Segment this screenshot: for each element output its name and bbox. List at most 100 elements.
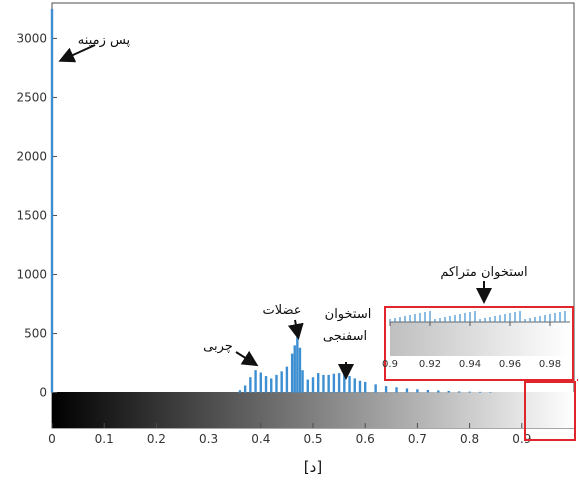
histogram-bar [416, 389, 419, 393]
inset-bar [504, 314, 506, 322]
histogram-bar [358, 380, 362, 393]
inset-bar [519, 311, 521, 322]
label-bone: استخوان [325, 307, 372, 322]
inset-ticks: 0.9 0.92 0.94 0.96 0.98 [382, 322, 561, 370]
histogram-bar [285, 366, 289, 393]
inset-bar [469, 312, 471, 322]
inset-bar [524, 319, 526, 322]
inset-bar [389, 319, 391, 322]
histogram-bar [243, 385, 247, 393]
inset-bar [534, 317, 536, 322]
inset-bar [514, 312, 516, 322]
inset-bar [539, 316, 541, 322]
grayscale-colorbar [52, 392, 574, 428]
y-tick-label: 2500 [16, 90, 47, 104]
histogram-bar [437, 390, 440, 393]
y-tick-label: 2000 [16, 149, 47, 163]
inset-tick-label: 0.98 [539, 359, 561, 370]
inset-bar [409, 315, 411, 322]
inset-bar [404, 316, 406, 322]
inset-bar [414, 314, 416, 322]
histogram-bar [249, 377, 252, 393]
inset-bar [399, 317, 401, 322]
inset-bar [529, 318, 531, 322]
x-tick-label: 0.9 [512, 432, 531, 446]
x-tick-label: 0.8 [460, 432, 479, 446]
inset-bar [499, 315, 501, 322]
histogram-bar [301, 370, 304, 393]
histogram-bar [395, 387, 398, 393]
histogram-bar [348, 376, 351, 393]
inset-bar [444, 317, 446, 322]
inset-bar [564, 311, 566, 322]
inset-bar [454, 315, 456, 322]
figure-caption: [د] [304, 458, 322, 476]
inset-bar [429, 311, 431, 322]
inset-bar [439, 318, 441, 322]
inset-bar [394, 318, 396, 322]
histogram-bar [332, 373, 336, 393]
histogram-bar [238, 390, 242, 393]
inset-bar [559, 312, 561, 322]
label-background: پس زمینه [78, 33, 131, 48]
histogram-bar [293, 345, 296, 393]
inset-bar [479, 319, 481, 322]
y-tick-label: 3000 [16, 31, 47, 45]
inset-bar [489, 317, 491, 322]
arrow-fat [235, 350, 259, 367]
histogram-bar [317, 373, 320, 393]
histogram-bar [254, 370, 257, 393]
y-tick-label: 1000 [16, 268, 47, 282]
y-tick-label: 0 [39, 386, 47, 400]
histogram-bar [259, 372, 262, 393]
histogram-bar [298, 347, 302, 393]
histogram-bar [447, 390, 450, 393]
inset-bar [464, 313, 466, 322]
histogram-bar [468, 391, 471, 393]
histogram-bar [384, 386, 388, 393]
inset-tick-label: 0.94 [459, 359, 481, 370]
histogram-bar [50, 8, 54, 393]
inset-plot: 0.9 0.92 0.94 0.96 0.98 [382, 306, 574, 381]
inset-bar [494, 316, 496, 322]
histogram-bar [343, 374, 346, 393]
histogram-bar [275, 374, 278, 393]
inset-tick-label: 0.96 [499, 359, 521, 370]
inset-bar [544, 315, 546, 322]
histogram-bar [270, 378, 273, 393]
x-ticks: 0 0.1 0.2 0.3 0.4 0.5 0.6 0.7 0.8 0.9 [48, 423, 531, 446]
histogram-bar [364, 381, 367, 393]
label-compact-bone: استخوان متراکم [440, 265, 527, 280]
histogram-bar [353, 378, 356, 393]
histogram-bar [311, 377, 315, 393]
x-tick-label: 0.2 [147, 432, 166, 446]
inset-tick-label: 0.9 [382, 359, 398, 370]
histogram-bar [296, 337, 299, 393]
histogram-bar [489, 392, 492, 393]
inset-bars [389, 311, 566, 322]
histogram-bars [50, 8, 492, 393]
inset-bar [474, 311, 476, 322]
inset-bar [549, 314, 551, 322]
zoom-source-box [524, 381, 576, 441]
y-ticks: 0 500 1000 1500 2000 2500 3000 [16, 31, 57, 400]
histogram-bar [280, 371, 283, 393]
label-cancellous: اسفنجی [323, 329, 367, 344]
x-tick-label: 0.7 [408, 432, 427, 446]
x-tick-label: 0.3 [199, 432, 218, 446]
arrow-background [58, 44, 96, 63]
inset-bar [434, 319, 436, 322]
inset-bar [419, 313, 421, 322]
histogram-bar [264, 376, 268, 393]
histogram-bar [478, 391, 482, 393]
histogram-bar [405, 388, 409, 393]
histogram-bar [290, 353, 294, 393]
inset-bar [554, 313, 556, 322]
label-fat: چربی [203, 339, 233, 354]
y-tick-label: 1500 [16, 209, 47, 223]
x-tick-label: 0.5 [303, 432, 322, 446]
histogram-bar [306, 379, 309, 393]
inset-tick-label: 0.92 [419, 359, 441, 370]
histogram-bar [322, 374, 325, 393]
